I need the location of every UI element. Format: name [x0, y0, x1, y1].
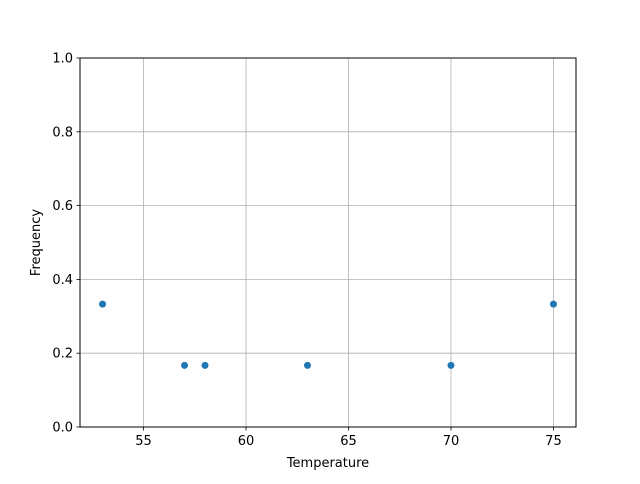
data-point	[201, 361, 209, 369]
x-tick-label: 60	[238, 434, 255, 449]
y-tick-label: 0.0	[52, 421, 73, 436]
data-point	[181, 361, 189, 369]
grid	[80, 57, 576, 428]
x-axis-ticks: 55 60 65 70 75	[135, 427, 562, 449]
x-tick-label: 65	[340, 434, 357, 449]
y-tick-label: 0.4	[52, 273, 73, 288]
y-tick-label: 0.2	[52, 347, 73, 362]
y-axis-label: Frequency	[29, 209, 44, 276]
x-axis-label: Temperature	[286, 456, 369, 471]
data-point	[99, 300, 107, 308]
data-point	[447, 361, 455, 369]
data-point	[304, 361, 312, 369]
y-tick-label: 0.8	[52, 125, 73, 140]
y-axis-ticks: 0.0 0.2 0.4 0.6 0.8 1.0	[52, 52, 80, 436]
data-points	[99, 300, 557, 369]
data-point	[549, 300, 557, 308]
x-tick-label: 55	[135, 434, 152, 449]
x-tick-label: 75	[545, 434, 562, 449]
plot-frame	[79, 57, 577, 428]
y-tick-label: 1.0	[52, 52, 73, 67]
y-tick-label: 0.6	[52, 199, 73, 214]
x-tick-label: 70	[443, 434, 460, 449]
